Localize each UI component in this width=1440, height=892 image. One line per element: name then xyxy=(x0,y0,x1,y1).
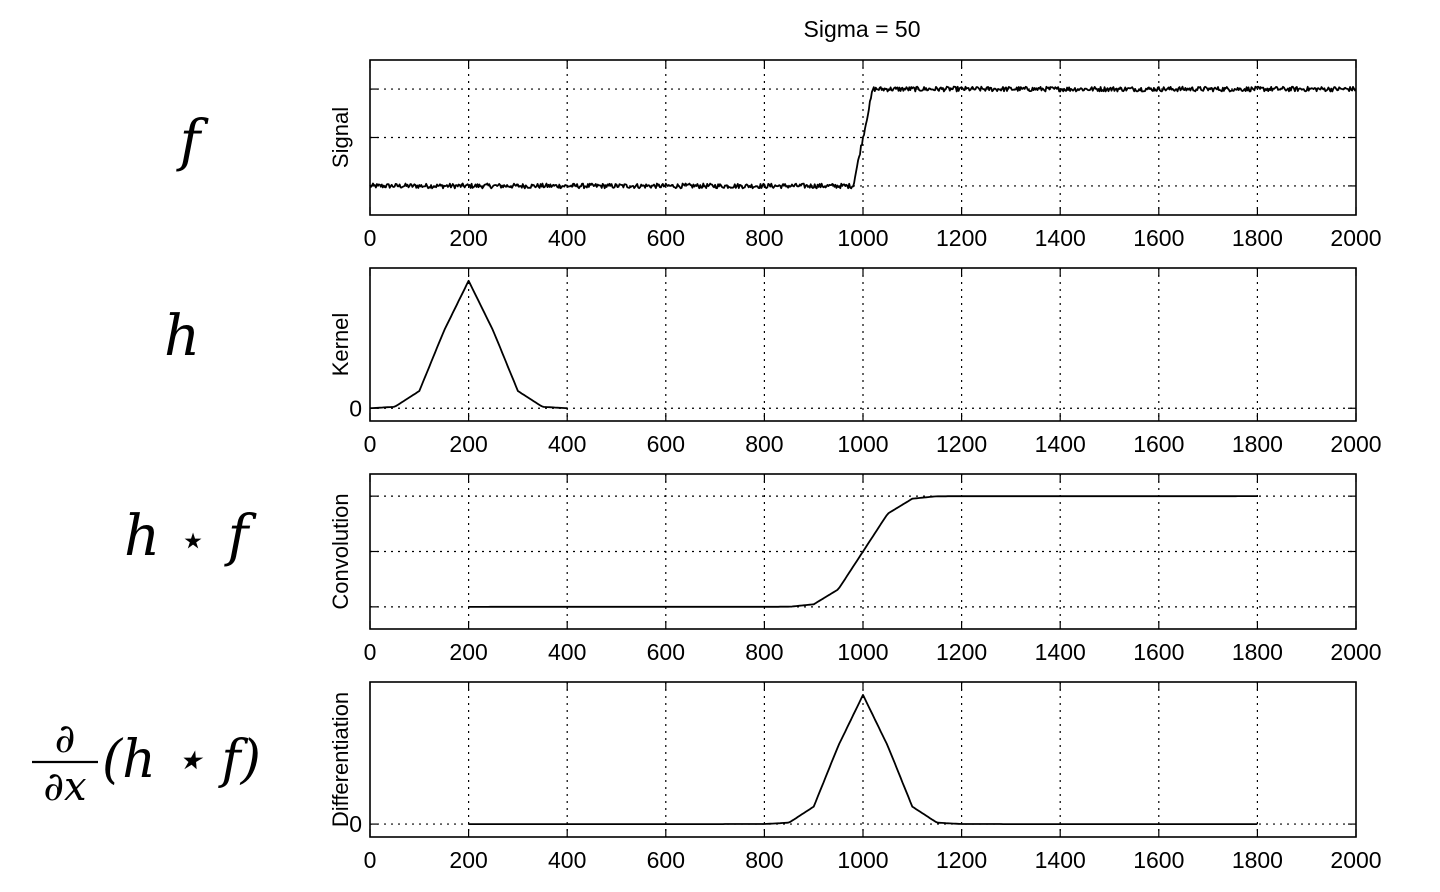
series-line-convolution xyxy=(468,495,1258,608)
y-tick-label: 0 xyxy=(349,395,362,421)
series-line-signal xyxy=(369,85,1357,190)
math-label-h: h xyxy=(164,304,200,369)
math-label-derivative: ∂ ∂x (h ⋆ f) xyxy=(32,716,261,810)
x-tick-label: 1200 xyxy=(936,431,987,457)
x-tick-label: 1600 xyxy=(1133,431,1184,457)
math-star: ⋆ xyxy=(179,515,207,566)
x-tick-label: 0 xyxy=(364,431,377,457)
x-tick-label: 1200 xyxy=(936,847,987,873)
math-partial: ∂ xyxy=(55,716,76,762)
x-tick-label: 200 xyxy=(449,847,487,873)
x-tick-label: 600 xyxy=(647,639,685,665)
chart-title: Sigma = 50 xyxy=(804,16,921,42)
x-tick-label: 1600 xyxy=(1133,639,1184,665)
x-tick-label: 0 xyxy=(364,639,377,665)
x-tick-label: 1800 xyxy=(1232,431,1283,457)
axes-frame xyxy=(369,267,1357,422)
math-label-convolution: h ⋆ f xyxy=(124,504,258,569)
x-tick-label: 1400 xyxy=(1035,639,1086,665)
x-tick-label: 1200 xyxy=(936,225,987,251)
x-tick-label: 800 xyxy=(745,431,783,457)
x-tick-label: 2000 xyxy=(1330,431,1381,457)
x-tick-label: 400 xyxy=(548,847,586,873)
panel-kernel: 0 200 400 600 800 1000 1200 1400 1600 1800 2000 0 Ke… xyxy=(328,267,1382,457)
x-tick-label: 0 xyxy=(364,847,377,873)
panel-convolution: 0 200 400 600 800 1000 1200 1400 1600 1800 2000 Con… xyxy=(328,473,1382,665)
series-line-differentiation xyxy=(468,694,1258,825)
x-tick-label: 1400 xyxy=(1035,431,1086,457)
axes-frame xyxy=(369,59,1357,216)
x-tick-label: 1000 xyxy=(837,639,888,665)
x-tick-label: 1000 xyxy=(837,431,888,457)
series-line-kernel xyxy=(369,279,568,410)
x-tick-label: 600 xyxy=(647,847,685,873)
math-f: f xyxy=(224,504,258,569)
axes-frame xyxy=(369,681,1357,838)
x-tick-label: 600 xyxy=(647,225,685,251)
x-tick-label: 2000 xyxy=(1330,847,1381,873)
y-tick-label: 0 xyxy=(349,811,362,837)
x-tick-label: 800 xyxy=(745,847,783,873)
math-partial-x: ∂x xyxy=(43,764,86,810)
x-tick-label: 1000 xyxy=(837,847,888,873)
x-tick-label: 200 xyxy=(449,431,487,457)
x-tick-label: 1600 xyxy=(1133,225,1184,251)
y-axis-label: Kernel xyxy=(328,313,353,377)
x-tick-label: 1400 xyxy=(1035,847,1086,873)
axes-frame xyxy=(369,473,1357,630)
x-tick-label: 400 xyxy=(548,225,586,251)
x-tick-label: 600 xyxy=(647,431,685,457)
math-label-f: f xyxy=(176,109,210,174)
x-tick-label: 1600 xyxy=(1133,847,1184,873)
math-h: h xyxy=(124,504,160,569)
x-tick-label: 1000 xyxy=(837,225,888,251)
panel-signal: 0 200 400 600 800 1000 1200 1400 1600 1800 2000 Sig… xyxy=(328,59,1382,251)
x-tick-label: 2000 xyxy=(1330,225,1381,251)
x-tick-label: 1800 xyxy=(1232,225,1283,251)
x-tick-label: 0 xyxy=(364,225,377,251)
x-tick-label: 400 xyxy=(548,639,586,665)
x-tick-label: 1800 xyxy=(1232,639,1283,665)
panel-differentiation: 0 200 400 600 800 1000 1200 1400 1600 1800 20000Di… xyxy=(328,681,1382,873)
x-tick-label: 200 xyxy=(449,225,487,251)
panels: 0 200 400 600 800 1000 1200 1400 1600 1800 2000Sig… xyxy=(328,59,1382,873)
math-h-star-f: (h ⋆ f) xyxy=(102,730,261,790)
x-tick-label: 1800 xyxy=(1232,847,1283,873)
x-tick-label: 800 xyxy=(745,225,783,251)
x-tick-label: 2000 xyxy=(1330,639,1381,665)
x-tick-label: 200 xyxy=(449,639,487,665)
x-tick-label: 800 xyxy=(745,639,783,665)
x-tick-label: 1400 xyxy=(1035,225,1086,251)
y-axis-label: Signal xyxy=(328,107,353,168)
y-axis-label: Differentiation xyxy=(328,692,353,827)
x-tick-label: 400 xyxy=(548,431,586,457)
x-tick-label: 1200 xyxy=(936,639,987,665)
y-axis-label: Convolution xyxy=(328,493,353,609)
